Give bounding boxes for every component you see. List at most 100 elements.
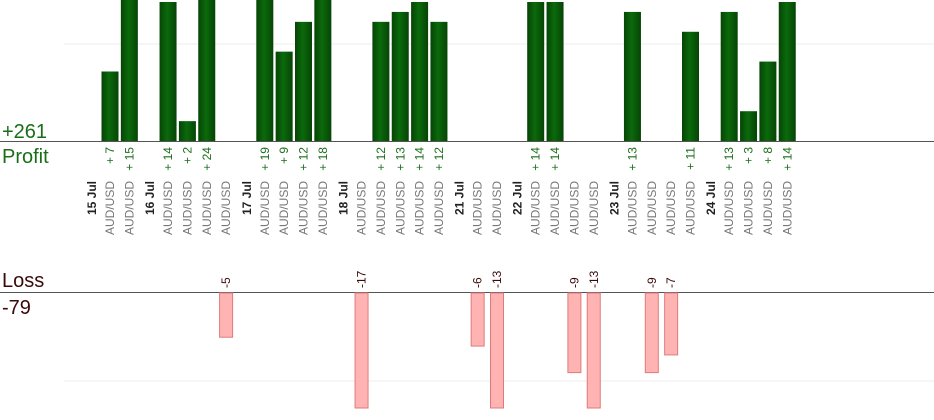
profit-value-label: + 15 (122, 147, 136, 171)
profit-value-label: + 24 (200, 147, 214, 171)
profit-value-label: + 8 (761, 147, 775, 164)
symbol-label: AUD/USD (587, 181, 601, 235)
symbol-label: AUD/USD (567, 181, 581, 235)
loss-value-label: -17 (355, 270, 369, 288)
profit-bar (430, 21, 448, 141)
symbol-label: AUD/USD (316, 181, 330, 235)
loss-bar (490, 292, 504, 409)
symbol-label: AUD/USD (742, 181, 756, 235)
profit-bar (101, 71, 119, 141)
loss-bar (219, 292, 234, 338)
profit-label: Profit (2, 146, 49, 168)
symbol-label: AUD/USD (180, 181, 194, 235)
profit-value-label: + 12 (374, 147, 388, 171)
symbol-label: AUD/USD (200, 181, 214, 235)
profit-value-label: + 13 (722, 147, 736, 171)
profit-total: +261 (2, 121, 48, 143)
symbol-label: AUD/USD (761, 181, 775, 235)
loss-value-label: -9 (567, 277, 581, 288)
loss-bar (470, 292, 485, 347)
symbol-label: AUD/USD (722, 181, 736, 235)
profit-bar (159, 2, 177, 141)
symbol-label: AUD/USD (355, 181, 369, 235)
loss-bar (664, 292, 679, 356)
symbol-label: AUD/USD (625, 181, 639, 235)
profit-value-label: + 12 (432, 147, 446, 171)
symbol-label: AUD/USD (393, 181, 407, 235)
loss-bar (644, 292, 659, 374)
profit-bar (623, 11, 641, 141)
profit-bar (314, 0, 332, 141)
profit-bar (391, 11, 409, 141)
symbol-label: AUD/USD (548, 181, 562, 235)
profit-bar (198, 0, 216, 141)
symbol-label: AUD/USD (664, 181, 678, 235)
profit-bar (720, 11, 738, 141)
profit-value-label: + 2 (180, 147, 194, 164)
symbol-label: AUD/USD (277, 181, 291, 235)
date-label: 24 Jul (704, 181, 718, 215)
profit-value-label: + 14 (529, 147, 543, 171)
profit-bar (527, 2, 545, 141)
profit-bar (740, 111, 758, 141)
symbol-label: AUD/USD (490, 181, 504, 235)
profit-bar (411, 2, 429, 141)
loss-bar (354, 292, 369, 409)
profit-bar (778, 2, 796, 141)
profit-value-label: + 7 (103, 147, 117, 164)
symbol-label: AUD/USD (432, 181, 446, 235)
loss-value-label: -7 (664, 277, 678, 288)
symbol-label: AUD/USD (529, 181, 543, 235)
profit-bar (759, 61, 777, 142)
loss-value-label: -6 (471, 277, 485, 288)
symbol-label: AUD/USD (645, 181, 659, 235)
profit-value-label: + 18 (316, 147, 330, 171)
profit-bar (178, 121, 196, 141)
date-label: 15 Jul (85, 181, 99, 215)
loss-value-label: -13 (490, 270, 504, 288)
loss-value-label: -5 (219, 277, 233, 288)
loss-value-label: -13 (587, 270, 601, 288)
symbol-label: AUD/USD (103, 181, 117, 235)
loss-bar (586, 292, 601, 409)
symbol-label: AUD/USD (780, 181, 794, 235)
date-label: 21 Jul (453, 181, 467, 215)
profit-value-label: + 14 (548, 147, 562, 171)
profit-value-label: + 3 (742, 147, 756, 164)
symbol-label: AUD/USD (297, 181, 311, 235)
date-label: 16 Jul (143, 181, 157, 215)
profit-bar (682, 31, 699, 142)
profit-value-label: + 14 (413, 147, 427, 171)
profit-value-label: + 13 (393, 147, 407, 171)
symbol-label: AUD/USD (161, 181, 175, 235)
symbol-label: AUD/USD (258, 181, 272, 235)
profit-value-label: + 14 (161, 147, 175, 171)
profit-bar (256, 0, 274, 141)
profit-value-label: + 13 (625, 147, 639, 171)
symbol-label: AUD/USD (122, 181, 136, 235)
date-label: 22 Jul (511, 181, 525, 215)
profit-value-label: + 11 (684, 147, 698, 170)
loss-total: -79 (2, 297, 31, 319)
symbol-label: AUD/USD (684, 181, 698, 235)
symbol-label: AUD/USD (374, 181, 388, 235)
profit-value-label: + 12 (297, 147, 311, 171)
profit-value-label: + 9 (277, 147, 291, 164)
loss-bar (567, 292, 582, 374)
symbol-label: AUD/USD (471, 181, 485, 235)
profit-bar (295, 21, 312, 141)
date-label: 18 Jul (337, 181, 351, 215)
profit-bar (120, 0, 138, 141)
loss-label: Loss (2, 270, 45, 292)
symbol-label: AUD/USD (413, 181, 427, 235)
profit-value-label: + 14 (780, 147, 794, 171)
profit-bar (546, 2, 564, 141)
date-label: 23 Jul (607, 181, 621, 215)
loss-value-label: -9 (645, 277, 659, 288)
profit-bar (372, 21, 390, 141)
symbol-label: AUD/USD (219, 181, 233, 235)
date-label: 17 Jul (240, 181, 254, 215)
profit-value-label: + 19 (258, 147, 272, 171)
profit-bar (275, 51, 293, 142)
